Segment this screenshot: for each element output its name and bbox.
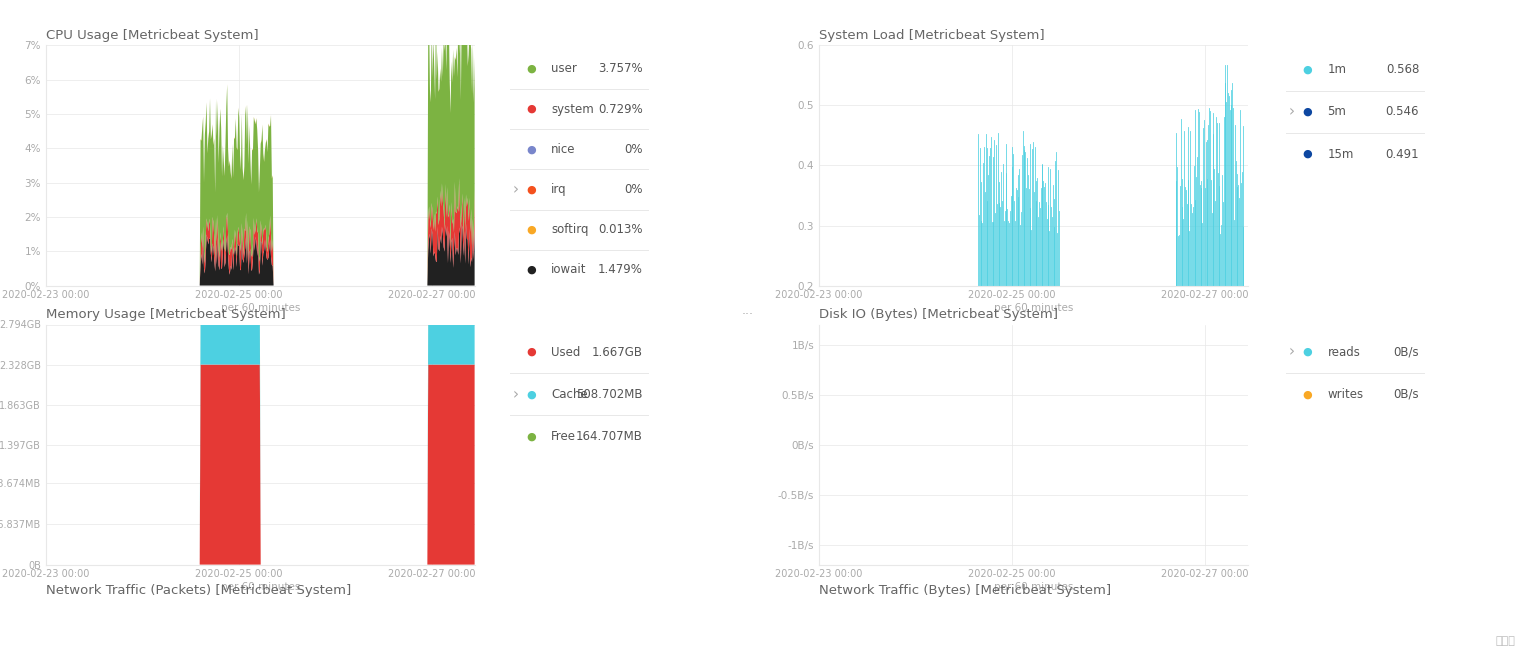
Text: Network Traffic (Bytes) [Metricbeat System]: Network Traffic (Bytes) [Metricbeat Syst… [819, 584, 1112, 597]
Text: irq: irq [551, 183, 566, 196]
Text: ●: ● [527, 265, 536, 275]
Text: ●: ● [527, 184, 536, 195]
Text: writes: writes [1327, 387, 1364, 401]
Text: 1m: 1m [1327, 63, 1346, 77]
Text: ›: › [1289, 345, 1295, 360]
Text: ●: ● [527, 389, 536, 399]
Text: ›: › [1289, 104, 1295, 119]
Text: 0B/s: 0B/s [1393, 345, 1419, 359]
Text: ●: ● [1303, 389, 1312, 399]
Text: ●: ● [1303, 65, 1312, 75]
Text: ●: ● [527, 64, 536, 74]
Text: 1.667GB: 1.667GB [592, 345, 643, 359]
Text: 0.729%: 0.729% [599, 103, 643, 116]
Text: Cache: Cache [551, 387, 588, 401]
Text: ›: › [513, 182, 519, 197]
Text: 0.568: 0.568 [1386, 63, 1419, 77]
Text: ›: › [513, 387, 519, 402]
Text: ●: ● [1303, 149, 1312, 159]
Text: 5m: 5m [1327, 105, 1346, 119]
Text: 0%: 0% [625, 183, 643, 196]
Text: Free: Free [551, 430, 576, 443]
X-axis label: per 60 minutes: per 60 minutes [220, 303, 300, 313]
Text: 亿速云: 亿速云 [1496, 636, 1516, 646]
Text: Used: Used [551, 345, 580, 359]
Text: user: user [551, 62, 577, 75]
Text: Memory Usage [Metricbeat System]: Memory Usage [Metricbeat System] [46, 308, 286, 321]
Text: reads: reads [1327, 345, 1360, 359]
Text: 0B/s: 0B/s [1393, 387, 1419, 401]
Text: CPU Usage [Metricbeat System]: CPU Usage [Metricbeat System] [46, 29, 259, 42]
Text: 0.491: 0.491 [1386, 147, 1419, 161]
Text: 3.757%: 3.757% [599, 62, 643, 75]
Text: System Load [Metricbeat System]: System Load [Metricbeat System] [819, 29, 1044, 42]
Text: Network Traffic (Packets) [Metricbeat System]: Network Traffic (Packets) [Metricbeat Sy… [46, 584, 351, 597]
Text: ●: ● [1303, 107, 1312, 117]
Text: iowait: iowait [551, 263, 586, 276]
Text: 164.707MB: 164.707MB [576, 430, 643, 443]
Text: Disk IO (Bytes) [Metricbeat System]: Disk IO (Bytes) [Metricbeat System] [819, 308, 1058, 321]
Text: softirq: softirq [551, 223, 588, 236]
Text: 1.479%: 1.479% [599, 263, 643, 276]
X-axis label: per 60 minutes: per 60 minutes [994, 582, 1073, 593]
Text: ●: ● [527, 432, 536, 441]
Text: ●: ● [527, 144, 536, 154]
X-axis label: per 60 minutes: per 60 minutes [994, 303, 1073, 313]
Text: 0%: 0% [625, 143, 643, 156]
Text: 0.546: 0.546 [1386, 105, 1419, 119]
Text: ●: ● [527, 347, 536, 357]
Text: ●: ● [1303, 347, 1312, 357]
Text: ●: ● [527, 225, 536, 235]
Text: ●: ● [527, 104, 536, 114]
X-axis label: per 60 minutes: per 60 minutes [220, 582, 300, 593]
Text: 508.702MB: 508.702MB [577, 387, 643, 401]
Text: 15m: 15m [1327, 147, 1353, 161]
Text: nice: nice [551, 143, 576, 156]
Text: 0.013%: 0.013% [599, 223, 643, 236]
Text: system: system [551, 103, 594, 116]
Text: ···: ··· [741, 308, 753, 321]
